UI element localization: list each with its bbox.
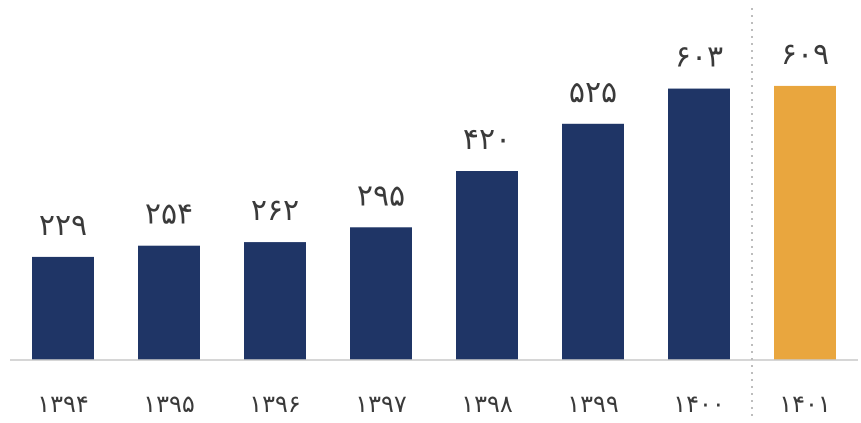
value-label-1: ۲۲۹ bbox=[39, 208, 87, 243]
x-tick-labels-group: ۱۳۹۴ ۱۳۹۵ ۱۳۹۶ ۱۳۹۷ ۱۳۹۸ ۱۳۹۹ ۱۴۰۰ ۱۴۰۱ bbox=[37, 390, 831, 418]
bar-1 bbox=[32, 256, 94, 360]
x-tick-label-5: ۱۳۹۸ bbox=[461, 390, 513, 418]
value-label-4: ۲۹۵ bbox=[357, 178, 405, 213]
x-tick-label-1: ۱۳۹۴ bbox=[37, 390, 89, 418]
value-label-5: ۴۲۰ bbox=[463, 122, 511, 157]
bar-4 bbox=[350, 227, 412, 361]
x-tick-label-4: ۱۳۹۷ bbox=[355, 390, 407, 418]
bars-group bbox=[32, 85, 836, 361]
value-labels-group: ۲۲۹ ۲۵۴ ۲۶۲ ۲۹۵ ۴۲۰ ۵۲۵ ۶۰۳ ۶۰۹ bbox=[39, 37, 829, 243]
x-tick-label-7: ۱۴۰۰ bbox=[673, 390, 725, 418]
bar-7 bbox=[668, 88, 730, 360]
bar-3 bbox=[244, 242, 306, 360]
value-label-6: ۵۲۵ bbox=[569, 75, 617, 110]
value-label-8: ۶۰۹ bbox=[781, 37, 829, 72]
bar-5 bbox=[456, 171, 518, 360]
x-tick-label-6: ۱۳۹۹ bbox=[567, 390, 619, 418]
value-label-2: ۲۵۴ bbox=[145, 197, 193, 232]
value-label-7: ۶۰۳ bbox=[675, 40, 723, 75]
x-tick-label-3: ۱۳۹۶ bbox=[249, 390, 301, 418]
value-label-3: ۲۶۲ bbox=[251, 193, 299, 228]
x-tick-label-2: ۱۳۹۵ bbox=[143, 390, 195, 418]
bar-6 bbox=[562, 123, 624, 361]
x-tick-label-8: ۱۴۰۱ bbox=[779, 390, 831, 418]
bar-8 bbox=[774, 85, 836, 361]
bar-2 bbox=[138, 245, 200, 360]
